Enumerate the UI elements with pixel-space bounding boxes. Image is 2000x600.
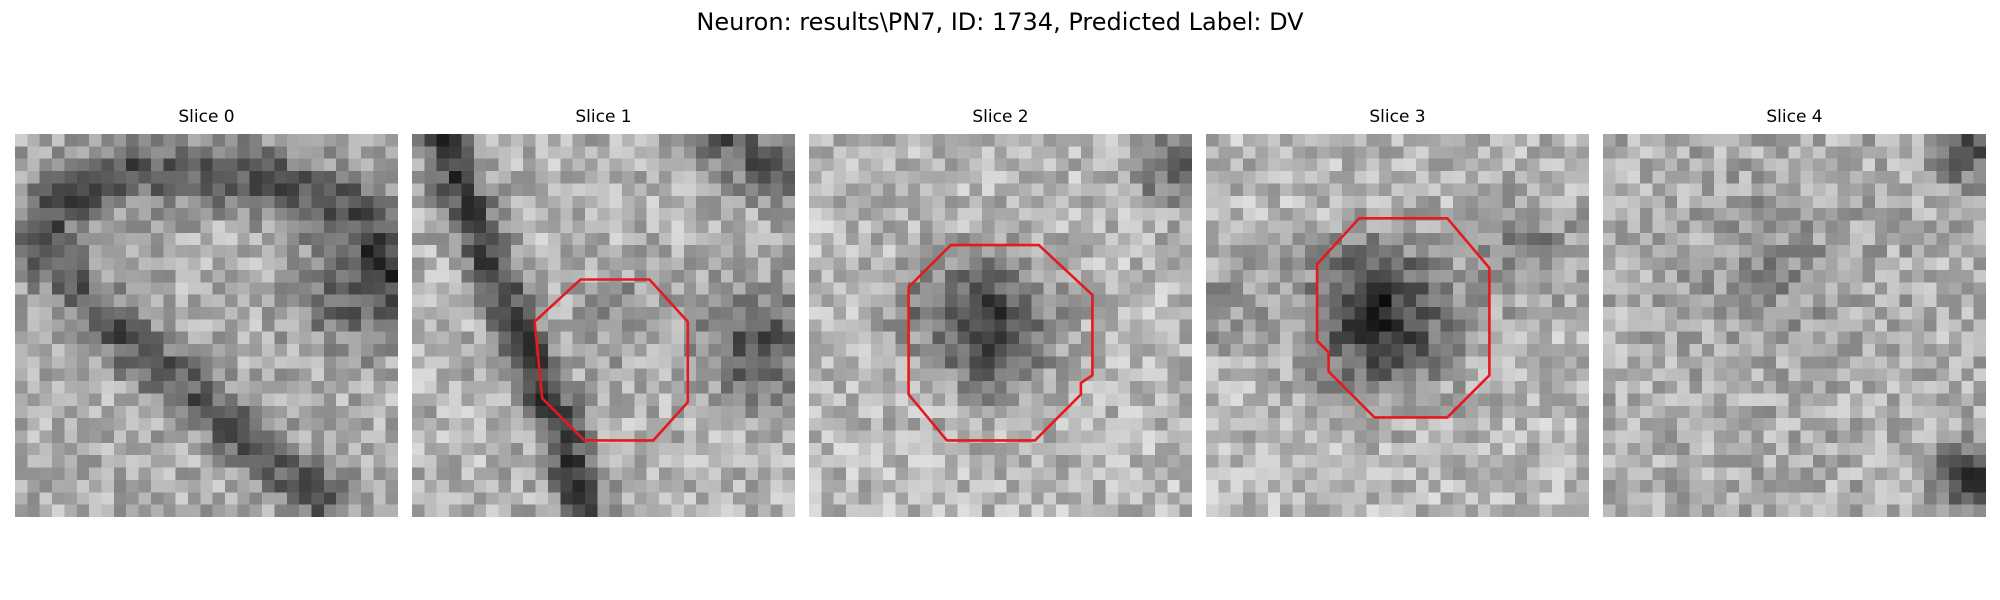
pixel-grid (1206, 134, 1589, 517)
neuron-contour (907, 243, 1094, 442)
pixel-grid (412, 134, 795, 517)
slice-image-4 (1603, 134, 1986, 517)
slice-title-2: Slice 2 (972, 107, 1029, 127)
figure-title: Neuron: results\PN7, ID: 1734, Predicted… (696, 8, 1304, 36)
slice-image-1 (412, 134, 795, 517)
neuron-contour (1315, 217, 1491, 419)
slice-image-3 (1206, 134, 1589, 517)
slice-title-1: Slice 1 (575, 107, 632, 127)
slice-title-3: Slice 3 (1369, 107, 1426, 127)
slice-image-2 (809, 134, 1192, 517)
slice-title-0: Slice 0 (178, 107, 235, 127)
pixel-grid (1603, 134, 1986, 517)
neuron-contour (533, 278, 690, 442)
slice-title-4: Slice 4 (1766, 107, 1823, 127)
pixel-grid (15, 134, 398, 517)
slice-image-0 (15, 134, 398, 517)
pixel-grid (809, 134, 1192, 517)
